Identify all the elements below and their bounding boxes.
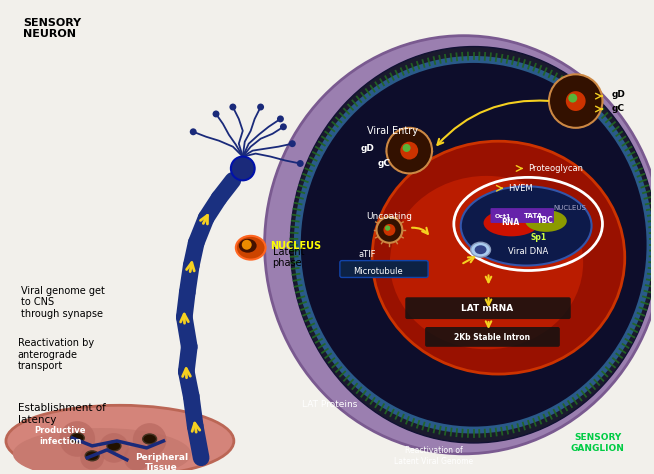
Text: Peripheral
Tissue: Peripheral Tissue	[135, 453, 188, 473]
Circle shape	[400, 142, 418, 160]
Text: TBC: TBC	[537, 217, 553, 226]
Circle shape	[133, 423, 167, 457]
Ellipse shape	[525, 210, 567, 232]
Circle shape	[403, 144, 411, 152]
Text: SENSORY
GANGLION: SENSORY GANGLION	[570, 433, 625, 453]
Text: NUCLEUS: NUCLEUS	[553, 205, 586, 211]
Circle shape	[80, 446, 104, 470]
Circle shape	[280, 123, 287, 130]
Text: LAT mRNA: LAT mRNA	[462, 304, 513, 313]
Text: Sp1: Sp1	[530, 233, 546, 242]
Ellipse shape	[390, 176, 583, 349]
Circle shape	[568, 94, 577, 102]
Text: TATA: TATA	[523, 213, 543, 219]
Circle shape	[60, 421, 95, 457]
Text: gC: gC	[378, 159, 391, 168]
Circle shape	[289, 140, 296, 147]
Ellipse shape	[475, 245, 487, 254]
Text: Reactivation by
anterograde
transport: Reactivation by anterograde transport	[18, 338, 94, 371]
Ellipse shape	[483, 210, 539, 237]
Circle shape	[213, 110, 220, 118]
Ellipse shape	[265, 36, 654, 454]
Circle shape	[190, 128, 197, 135]
Ellipse shape	[290, 46, 654, 443]
Text: Viral DNA: Viral DNA	[508, 247, 549, 256]
Text: gD: gD	[611, 90, 625, 99]
Text: gD: gD	[361, 144, 375, 153]
FancyBboxPatch shape	[425, 327, 560, 347]
Text: Viral Entry: Viral Entry	[367, 126, 418, 136]
Circle shape	[566, 91, 585, 111]
Ellipse shape	[143, 434, 156, 444]
Ellipse shape	[304, 67, 643, 422]
Text: NUCLEUS: NUCLEUS	[271, 241, 322, 251]
Circle shape	[230, 103, 236, 110]
Circle shape	[242, 240, 252, 250]
Text: LAT Proteins: LAT Proteins	[302, 400, 358, 409]
Text: Establishment of
latency: Establishment of latency	[18, 403, 106, 425]
Text: aTIF: aTIF	[359, 250, 377, 259]
Circle shape	[387, 128, 432, 173]
Circle shape	[377, 217, 402, 243]
Ellipse shape	[6, 405, 234, 474]
Text: Productive
infection: Productive infection	[35, 426, 86, 446]
Ellipse shape	[298, 59, 650, 430]
Ellipse shape	[85, 451, 99, 461]
Ellipse shape	[13, 428, 191, 474]
Text: 2Kb Stable Intron: 2Kb Stable Intron	[455, 333, 530, 342]
Text: SENSORY
NEURON: SENSORY NEURON	[23, 18, 81, 39]
Ellipse shape	[71, 433, 84, 443]
Ellipse shape	[236, 236, 266, 260]
Ellipse shape	[461, 186, 592, 265]
Text: Uncoating: Uncoating	[366, 211, 413, 220]
Circle shape	[297, 160, 303, 167]
Circle shape	[385, 226, 390, 231]
Ellipse shape	[239, 239, 256, 253]
Text: Reactivation of
Latent Viral Genome: Reactivation of Latent Viral Genome	[394, 446, 473, 465]
Text: RNA: RNA	[501, 219, 519, 228]
Ellipse shape	[107, 441, 121, 451]
Ellipse shape	[471, 242, 490, 257]
Circle shape	[277, 116, 284, 122]
Text: Proteoglycan: Proteoglycan	[528, 164, 583, 173]
Circle shape	[231, 156, 254, 180]
FancyBboxPatch shape	[340, 261, 428, 277]
FancyBboxPatch shape	[490, 208, 554, 223]
Text: HVEM: HVEM	[508, 184, 533, 193]
Circle shape	[99, 433, 129, 463]
Ellipse shape	[372, 141, 625, 374]
Circle shape	[124, 445, 150, 471]
Text: Microtubule: Microtubule	[353, 267, 402, 276]
Circle shape	[257, 103, 264, 110]
Text: Viral genome get
to CNS
through synapse: Viral genome get to CNS through synapse	[21, 286, 105, 319]
FancyBboxPatch shape	[405, 297, 571, 319]
Text: Latent
phase: Latent phase	[273, 247, 304, 268]
Circle shape	[549, 74, 602, 128]
Circle shape	[383, 224, 396, 236]
Text: gC: gC	[611, 104, 625, 113]
Text: Oct1: Oct1	[495, 213, 511, 219]
